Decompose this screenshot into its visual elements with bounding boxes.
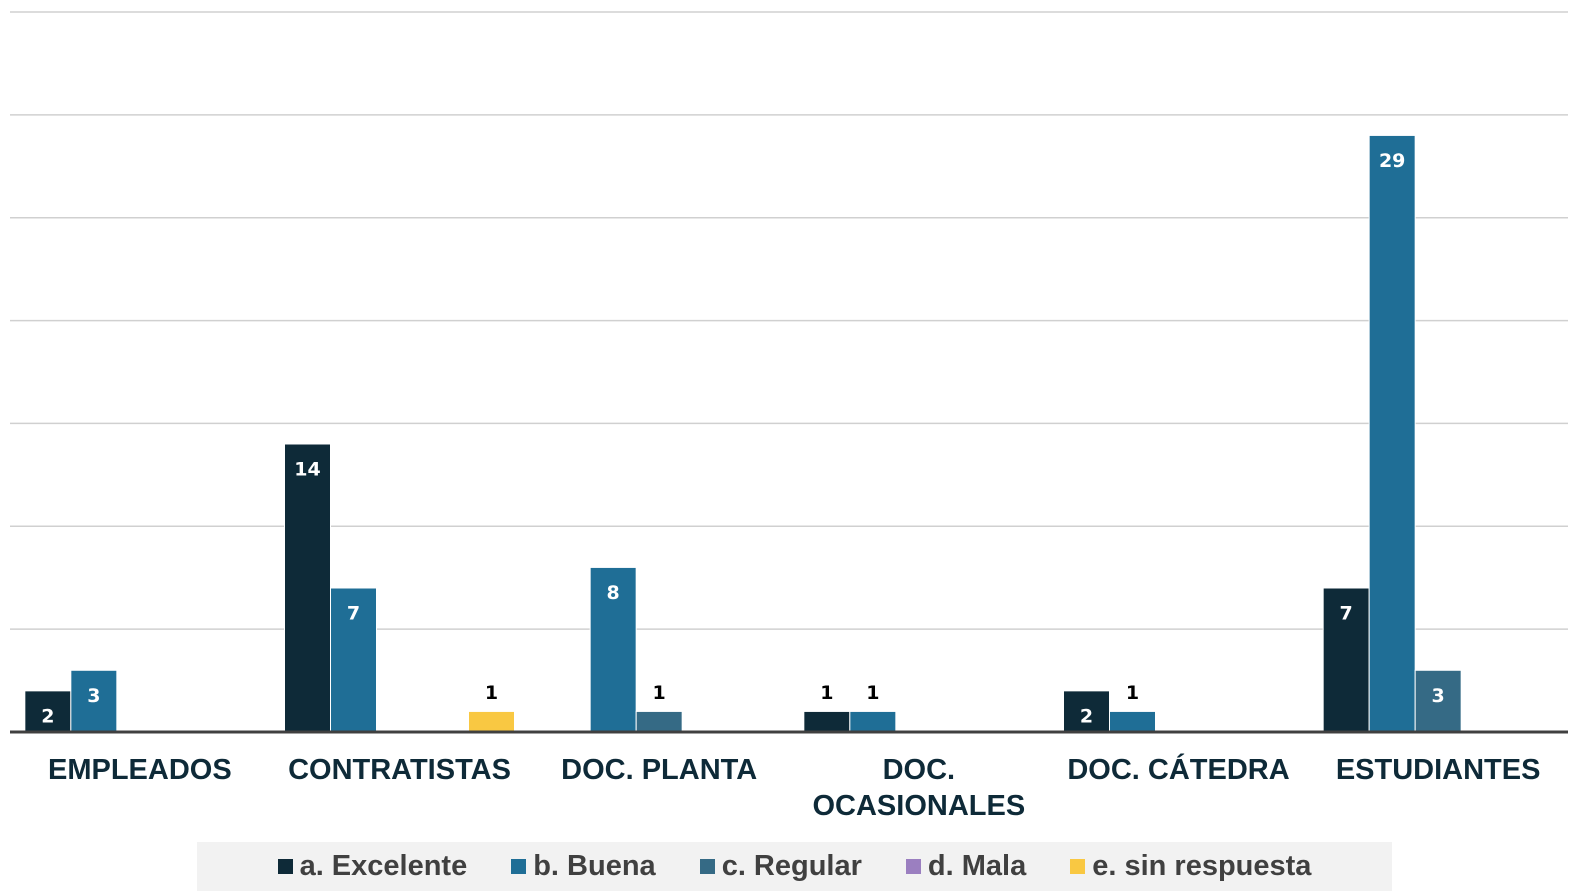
legend-item: e. sin respuesta bbox=[1070, 850, 1311, 883]
legend-swatch bbox=[1070, 859, 1086, 874]
x-tick-label: ESTUDIANTES bbox=[1335, 754, 1541, 786]
data-label: 14 bbox=[294, 459, 320, 481]
data-label: 2 bbox=[1080, 705, 1093, 727]
data-label: 1 bbox=[866, 682, 879, 704]
legend-swatch bbox=[511, 859, 527, 874]
legend-item: d. Mala bbox=[905, 850, 1027, 883]
legend-item: c. Regular bbox=[699, 850, 862, 883]
data-label: 1 bbox=[485, 682, 498, 704]
legend-label: b. Buena bbox=[533, 850, 656, 882]
legend-swatch bbox=[277, 859, 293, 874]
legend-swatch bbox=[699, 859, 715, 874]
legend-item: b. Buena bbox=[511, 850, 656, 883]
bar bbox=[1414, 669, 1462, 733]
bar bbox=[803, 710, 851, 733]
bar bbox=[1368, 134, 1416, 733]
legend-item: a. Excelente bbox=[277, 850, 468, 883]
legend-label: e. sin respuesta bbox=[1092, 850, 1312, 882]
bar bbox=[849, 710, 897, 733]
legend-swatch bbox=[905, 859, 921, 874]
data-label: 3 bbox=[87, 685, 100, 707]
bar bbox=[589, 566, 637, 733]
data-label: 1 bbox=[820, 682, 833, 704]
bar bbox=[468, 710, 515, 733]
legend-label: c. Regular bbox=[721, 850, 862, 882]
x-tick-label: DOC. CÁTEDRA bbox=[1067, 754, 1290, 786]
bar bbox=[1322, 587, 1370, 733]
legend-label: a. Excelente bbox=[299, 850, 468, 882]
data-label: 1 bbox=[653, 682, 666, 704]
x-tick-label: CONTRATISTAS bbox=[288, 754, 511, 786]
data-label: 3 bbox=[1432, 685, 1445, 707]
data-label: 8 bbox=[607, 582, 620, 604]
x-tick-label: EMPLEADOS bbox=[47, 754, 232, 786]
bar bbox=[1109, 710, 1156, 733]
legend-label: d. Mala bbox=[927, 850, 1027, 882]
data-label: 1 bbox=[1126, 682, 1139, 704]
bar bbox=[24, 690, 72, 733]
bar bbox=[635, 710, 683, 733]
data-label: 29 bbox=[1379, 150, 1405, 172]
data-label: 2 bbox=[41, 705, 54, 727]
data-label: 7 bbox=[347, 603, 360, 625]
x-tick-label: DOC. OCASIONALES bbox=[812, 754, 1026, 822]
data-label: 7 bbox=[1340, 603, 1353, 625]
legend: a. Excelente b. Buena c. Regular d. Mala e. … bbox=[197, 842, 1392, 891]
x-tick-label: DOC. PLANTA bbox=[561, 754, 758, 786]
bar bbox=[284, 443, 331, 733]
